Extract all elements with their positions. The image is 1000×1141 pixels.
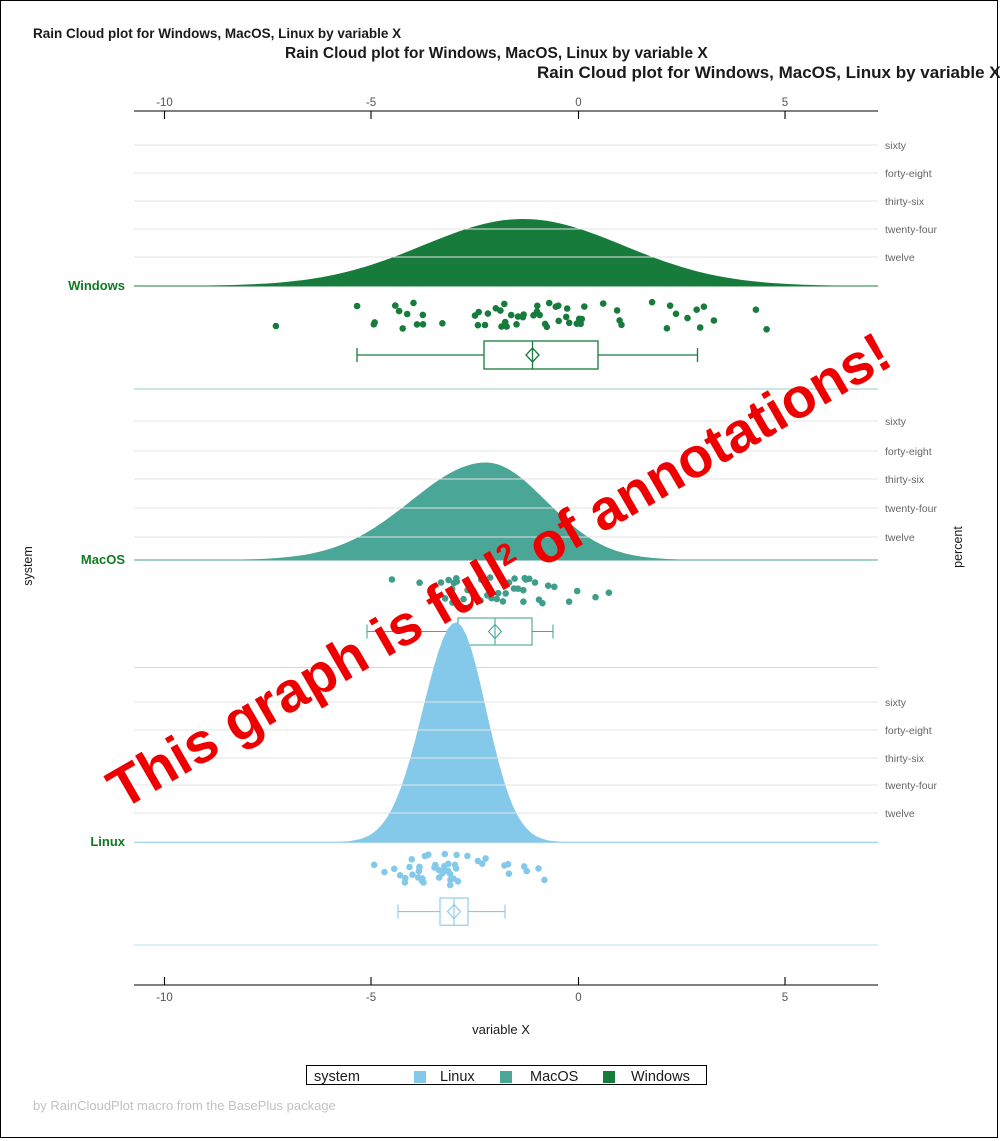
svg-text:forty-eight: forty-eight [885,446,932,458]
svg-text:Windows: Windows [68,278,125,293]
svg-text:twenty-four: twenty-four [885,224,937,236]
svg-text:thirty-six: thirty-six [885,196,925,208]
svg-text:-10: -10 [156,992,173,1004]
svg-text:twenty-four: twenty-four [885,780,937,792]
svg-text:MacOS: MacOS [81,552,125,567]
svg-text:twelve: twelve [885,252,915,264]
svg-text:forty-eight: forty-eight [885,168,932,180]
svg-text:percent: percent [951,526,965,568]
svg-text:-5: -5 [366,992,376,1004]
svg-text:sixty: sixty [885,416,907,428]
svg-text:twenty-four: twenty-four [885,503,937,515]
svg-text:0: 0 [575,97,581,109]
svg-text:0: 0 [575,992,581,1004]
svg-text:Linux: Linux [90,834,125,849]
svg-text:thirty-six: thirty-six [885,753,925,765]
svg-text:system: system [21,546,35,586]
svg-text:twelve: twelve [885,808,915,820]
svg-text:sixty: sixty [885,697,907,709]
svg-text:sixty: sixty [885,140,907,152]
svg-text:variable X: variable X [472,1022,530,1037]
svg-text:-10: -10 [156,97,173,109]
svg-text:-5: -5 [366,97,376,109]
svg-text:twelve: twelve [885,532,915,544]
svg-text:5: 5 [782,992,788,1004]
svg-text:thirty-six: thirty-six [885,474,925,486]
svg-text:5: 5 [782,97,788,109]
svg-text:forty-eight: forty-eight [885,725,932,737]
